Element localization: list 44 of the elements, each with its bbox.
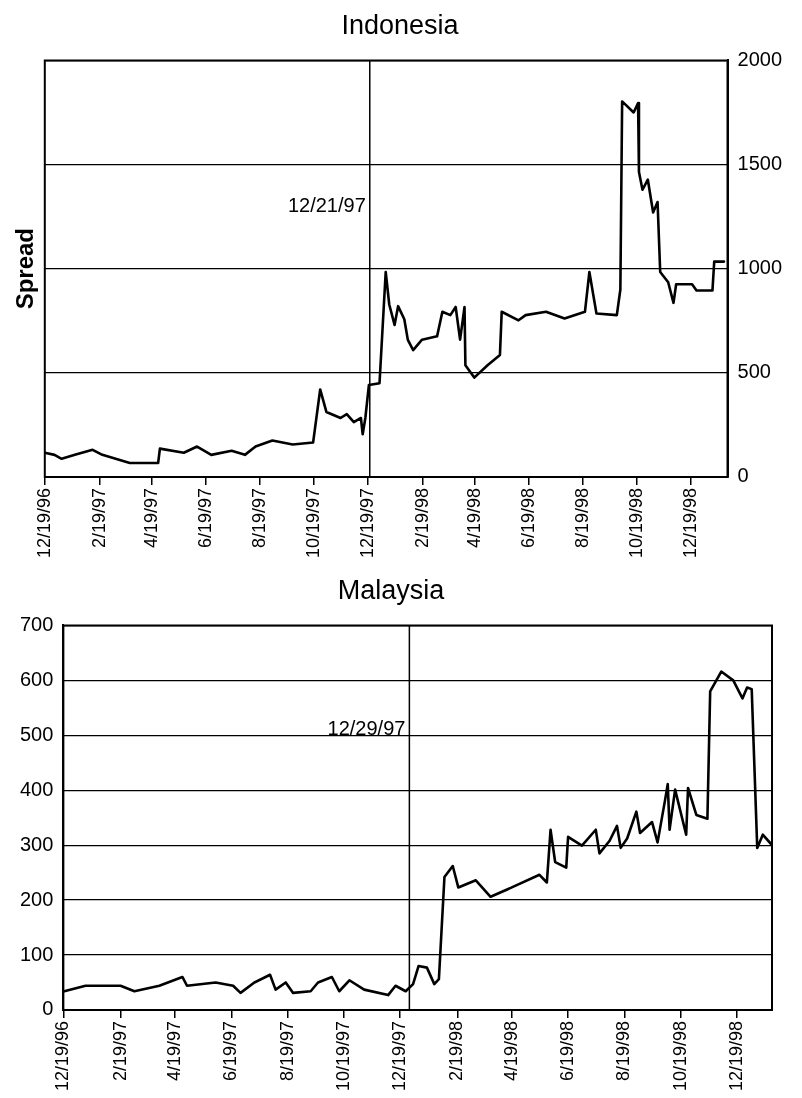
- x-tick-label: 12/19/97: [389, 1020, 410, 1092]
- ref-line-label: 12/29/97: [327, 716, 406, 739]
- x-tick-label: 2/19/97: [109, 1020, 130, 1081]
- x-tick-label: 8/19/98: [613, 1020, 634, 1081]
- y-axis-title: Spread: [11, 227, 39, 310]
- x-tick-label: 12/19/98: [680, 487, 701, 559]
- y2-tick-label: 1000: [737, 256, 783, 279]
- x-tick-label: 4/19/98: [464, 487, 485, 548]
- x-tick-label: 12/19/97: [356, 487, 377, 559]
- y-tick-label: 600: [19, 667, 54, 690]
- y-tick-label: 300: [19, 832, 54, 855]
- y-tick-label: 700: [19, 612, 54, 635]
- y2-tick-label: 1500: [737, 152, 783, 175]
- x-tick-label: 12/19/96: [52, 1020, 73, 1092]
- y-tick-label: 0: [42, 997, 54, 1020]
- y-tick-label: 200: [19, 887, 54, 910]
- x-tick-label: 6/19/97: [220, 1020, 241, 1081]
- x-tick-label: 10/19/98: [626, 487, 647, 559]
- x-tick-label: 2/19/98: [411, 487, 432, 548]
- chart-title: Malaysia: [337, 574, 446, 605]
- y2-tick-label: 0: [737, 464, 749, 487]
- x-tick-label: 4/19/97: [163, 1020, 184, 1081]
- x-tick-label: 2/19/98: [446, 1020, 467, 1081]
- x-tick-label: 12/19/96: [33, 487, 54, 559]
- x-tick-label: 10/19/98: [669, 1020, 690, 1092]
- x-tick-label: 10/19/97: [332, 1020, 353, 1092]
- y-tick-label: 400: [19, 777, 54, 800]
- x-tick-label: 4/19/98: [500, 1020, 521, 1081]
- y2-tick-label: 500: [737, 360, 771, 383]
- x-tick-label: 12/19/98: [725, 1020, 746, 1092]
- chart-title: Indonesia: [341, 9, 460, 40]
- x-tick-label: 2/19/97: [88, 487, 109, 548]
- ref-line-label: 12/21/97: [287, 193, 366, 216]
- y2-tick-label: 2000: [737, 47, 783, 70]
- y-tick-label: 500: [19, 722, 54, 745]
- x-tick-label: 10/19/97: [302, 487, 323, 559]
- x-tick-label: 8/19/97: [248, 487, 269, 548]
- x-tick-label: 6/19/98: [518, 487, 539, 548]
- x-tick-label: 6/19/97: [194, 487, 215, 548]
- x-tick-label: 8/19/97: [276, 1020, 297, 1081]
- x-tick-label: 8/19/98: [572, 487, 593, 548]
- y-tick-label: 100: [19, 942, 54, 965]
- x-tick-label: 6/19/98: [557, 1020, 578, 1081]
- x-tick-label: 4/19/97: [140, 487, 161, 548]
